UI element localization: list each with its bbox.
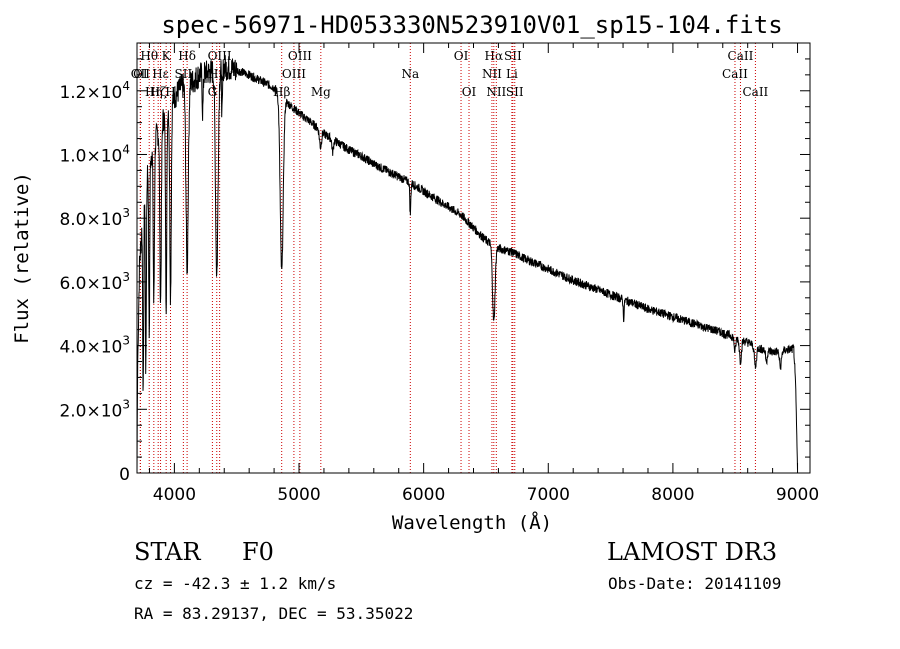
chart-title: spec-56971-HD053330N523910V01_sp15-104.f… xyxy=(161,11,782,39)
spectrum-line xyxy=(136,55,798,474)
line-marker-label-23: SII xyxy=(504,49,522,63)
line-markers: OIIHθOIHηHεKHζSIIHδHHγGOIIIHβOIIIOIIIMgN… xyxy=(131,43,769,473)
x-tick-label: 5000 xyxy=(277,485,320,505)
y-tick-label: 4.0×103 xyxy=(59,334,130,358)
line-marker-label-25: SII xyxy=(506,85,524,99)
object-class: STAR xyxy=(134,538,201,566)
line-marker-label-18: OI xyxy=(454,49,469,63)
observation-date: Obs-Date: 20141109 xyxy=(608,574,782,593)
y-tick-label: 2.0×103 xyxy=(59,397,130,421)
line-marker-label-27: CaII xyxy=(722,67,748,81)
x-tick-label: 9000 xyxy=(776,485,819,505)
line-marker-label-21: NII xyxy=(482,67,502,81)
line-marker-label-15: OIII xyxy=(288,49,312,63)
y-tick-label: 0 xyxy=(119,465,130,485)
coordinates: RA = 83.29137, DEC = 53.35022 xyxy=(134,604,414,623)
line-marker-label-5: K xyxy=(162,49,172,63)
x-tick-label: 6000 xyxy=(402,485,445,505)
x-tick-label: 7000 xyxy=(527,485,570,505)
survey-release: LAMOST DR3 xyxy=(607,538,778,566)
radial-velocity: cz = -42.3 ± 1.2 km/s xyxy=(134,574,337,593)
line-marker-label-11: G xyxy=(208,85,218,99)
line-marker-label-28: CaII xyxy=(742,85,768,99)
spectral-subclass: F0 xyxy=(242,538,274,566)
x-tick-label: 8000 xyxy=(651,485,694,505)
line-marker-label-14: OIII xyxy=(282,67,306,81)
line-marker-label-9: H xyxy=(165,85,175,99)
line-marker-label-2: OI xyxy=(133,67,148,81)
line-marker-label-26: CaII xyxy=(728,49,754,63)
line-marker-label-8: Hδ xyxy=(178,49,196,63)
line-marker-label-17: Na xyxy=(401,67,419,81)
line-marker-label-19: OI xyxy=(462,85,477,99)
line-marker-label-24: Li xyxy=(506,67,518,81)
line-marker-label-22: NII xyxy=(486,85,506,99)
axes: 4000 5000 6000 7000 8000 9000 0 2.0×103 4.0×103 6… xyxy=(59,43,819,505)
y-tick-label: 1.2×104 xyxy=(59,79,130,103)
plot-frame xyxy=(136,42,811,474)
line-marker-label-6: Hζ xyxy=(150,85,167,99)
line-marker-label-1: Hθ xyxy=(140,49,158,63)
y-tick-label: 1.0×104 xyxy=(59,142,130,166)
x-tick-label: 4000 xyxy=(153,485,196,505)
line-marker-label-16: Mg xyxy=(311,85,331,99)
x-axis-label: Wavelength (Å) xyxy=(392,511,552,534)
y-tick-label: 8.0×103 xyxy=(59,206,130,230)
line-marker-label-20: Hα xyxy=(485,49,504,63)
y-axis-label: Flux (relative) xyxy=(11,172,33,344)
y-tick-label: 6.0×103 xyxy=(59,270,130,294)
line-marker-label-4: Hε xyxy=(152,67,169,81)
